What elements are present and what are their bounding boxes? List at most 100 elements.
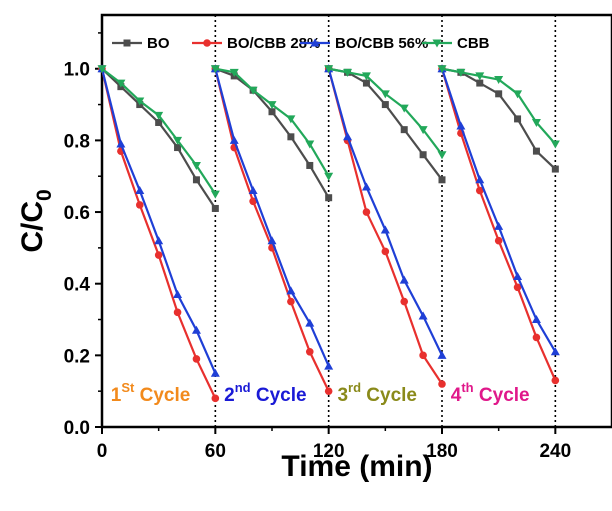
series-line-bo-cbb-56-cycle-4 <box>440 68 557 353</box>
data-point-bo-cbb-56 <box>191 325 201 334</box>
data-point-cbb <box>399 104 409 113</box>
cycle-label-text: Cycle <box>134 385 190 406</box>
data-point-bo <box>476 79 484 87</box>
data-point-cbb <box>286 115 296 124</box>
data-point-cbb <box>550 140 560 149</box>
data-point-cbb <box>210 65 220 74</box>
data-point-bo-cbb-56 <box>437 350 447 359</box>
data-point-bo-cbb-28 <box>513 283 522 292</box>
x-tick-label-120: 120 <box>313 441 345 462</box>
series-bo-cbb-56 <box>97 64 560 377</box>
data-point-cbb <box>229 68 239 77</box>
data-point-bo-cbb-56 <box>513 272 523 281</box>
data-point-cbb <box>97 65 107 74</box>
data-point-cbb <box>248 86 258 95</box>
data-point-bo-cbb-56 <box>380 225 390 234</box>
data-point-bo-cbb-28 <box>381 247 390 256</box>
data-point-bo-cbb-56 <box>248 186 258 195</box>
cycle-label-text: Cycle <box>474 385 530 406</box>
cycle-label-1: 1St Cycle <box>111 380 191 406</box>
data-point-cbb <box>267 101 277 110</box>
y-tick-label-0.4: 0.4 <box>64 275 91 296</box>
data-point-cbb <box>210 190 220 199</box>
x-tick-label-60: 60 <box>205 441 226 462</box>
legend-marker-bo <box>123 39 131 47</box>
data-point-bo-cbb-56 <box>229 135 239 144</box>
data-point-bo-cbb-56 <box>343 132 353 141</box>
data-point-cbb <box>324 172 334 181</box>
data-point-bo <box>268 108 276 116</box>
y-axis-title-main: C/C <box>16 201 49 253</box>
legend-item-bo-cbb-56: BO/CBB 56% <box>300 35 428 52</box>
data-point-bo <box>362 79 370 87</box>
data-point-bo-cbb-28 <box>305 347 314 356</box>
data-point-bo-cbb-56 <box>475 175 485 184</box>
data-point-bo-cbb-56 <box>210 368 220 377</box>
legend-label-bo-cbb-28: BO/CBB 28% <box>227 35 320 52</box>
y-tick-label-0.8: 0.8 <box>64 131 90 152</box>
data-point-bo <box>495 90 503 98</box>
data-point-bo-cbb-28 <box>135 201 144 209</box>
legend-item-bo-cbb-28: BO/CBB 28% <box>192 35 320 52</box>
cycle-label-4: 4th Cycle <box>451 380 530 406</box>
data-point-cbb <box>154 111 164 120</box>
data-point-bo-cbb-56 <box>418 311 428 320</box>
x-axis-title: Time (min) <box>281 450 432 483</box>
axis-ticks: 0 60 120 180 240 0.0 0.2 0.4 0.6 0.8 1.0 <box>64 32 571 462</box>
data-point-bo-cbb-28 <box>192 355 201 363</box>
series-group <box>97 64 560 403</box>
cycle-annotations: 1St Cycle 2nd Cycle 3rd Cycle 4th Cycle <box>111 380 530 406</box>
legend-label-bo-cbb-56: BO/CBB 56% <box>335 35 428 52</box>
cycle-label-number: 1 <box>111 385 122 406</box>
x-tick-label-240: 240 <box>539 441 571 462</box>
data-point-cbb <box>437 151 447 160</box>
data-point-bo-cbb-56 <box>531 315 541 324</box>
data-point-cbb <box>475 72 485 81</box>
legend-label-cbb: CBB <box>457 35 490 52</box>
data-point-bo-cbb-28 <box>154 251 163 259</box>
y-tick-label-0.2: 0.2 <box>64 346 90 367</box>
series-line-bo-cbb-28-cycle-2 <box>214 68 330 392</box>
data-point-bo <box>400 126 408 134</box>
data-point-bo-cbb-28 <box>551 376 560 385</box>
data-point-bo-cbb-56 <box>267 236 277 245</box>
data-point-bo-cbb-56 <box>305 318 315 327</box>
cycle-label-text: Cycle <box>361 385 417 406</box>
cycle-label-superscript: St <box>121 380 135 395</box>
data-point-bo <box>325 194 333 202</box>
data-point-bo-cbb-28 <box>324 387 333 395</box>
data-point-bo <box>419 151 427 159</box>
legend-marker-bo-cbb-56 <box>310 38 320 47</box>
data-point-bo <box>287 133 295 141</box>
data-point-bo <box>438 176 446 184</box>
data-point-cbb <box>380 90 390 99</box>
y-tick-label-0.6: 0.6 <box>64 203 90 224</box>
cycle-label-number: 3 <box>337 385 348 406</box>
data-point-bo-cbb-56 <box>324 361 334 370</box>
data-point-bo-cbb-28 <box>475 186 484 195</box>
legend-marker-bo-cbb-28 <box>203 39 211 47</box>
data-point-cbb <box>437 65 447 74</box>
legend-marker-cbb <box>432 39 442 48</box>
legend-item-bo: BO <box>112 35 170 52</box>
y-tick-label-0: 0.0 <box>64 418 90 439</box>
data-point-cbb <box>513 90 523 99</box>
data-point-cbb <box>343 68 353 77</box>
data-point-cbb <box>361 72 371 81</box>
data-point-bo-cbb-28 <box>400 297 409 306</box>
cycle-label-superscript: th <box>461 380 473 395</box>
data-point-bo-cbb-28 <box>287 297 295 306</box>
series-line-cbb-cycle-2 <box>215 67 330 177</box>
data-point-bo <box>514 115 522 123</box>
data-point-cbb <box>305 140 315 149</box>
series-bo <box>98 65 559 212</box>
data-point-bo-cbb-56 <box>286 286 296 295</box>
data-point-bo-cbb-28 <box>419 351 427 360</box>
data-point-bo-cbb-28 <box>494 236 503 245</box>
series-line-bo-cycle-3 <box>328 67 443 181</box>
data-point-bo <box>551 165 559 173</box>
cycle-label-text: Cycle <box>251 385 307 406</box>
data-point-bo-cbb-56 <box>494 221 504 230</box>
data-point-bo <box>192 176 200 184</box>
